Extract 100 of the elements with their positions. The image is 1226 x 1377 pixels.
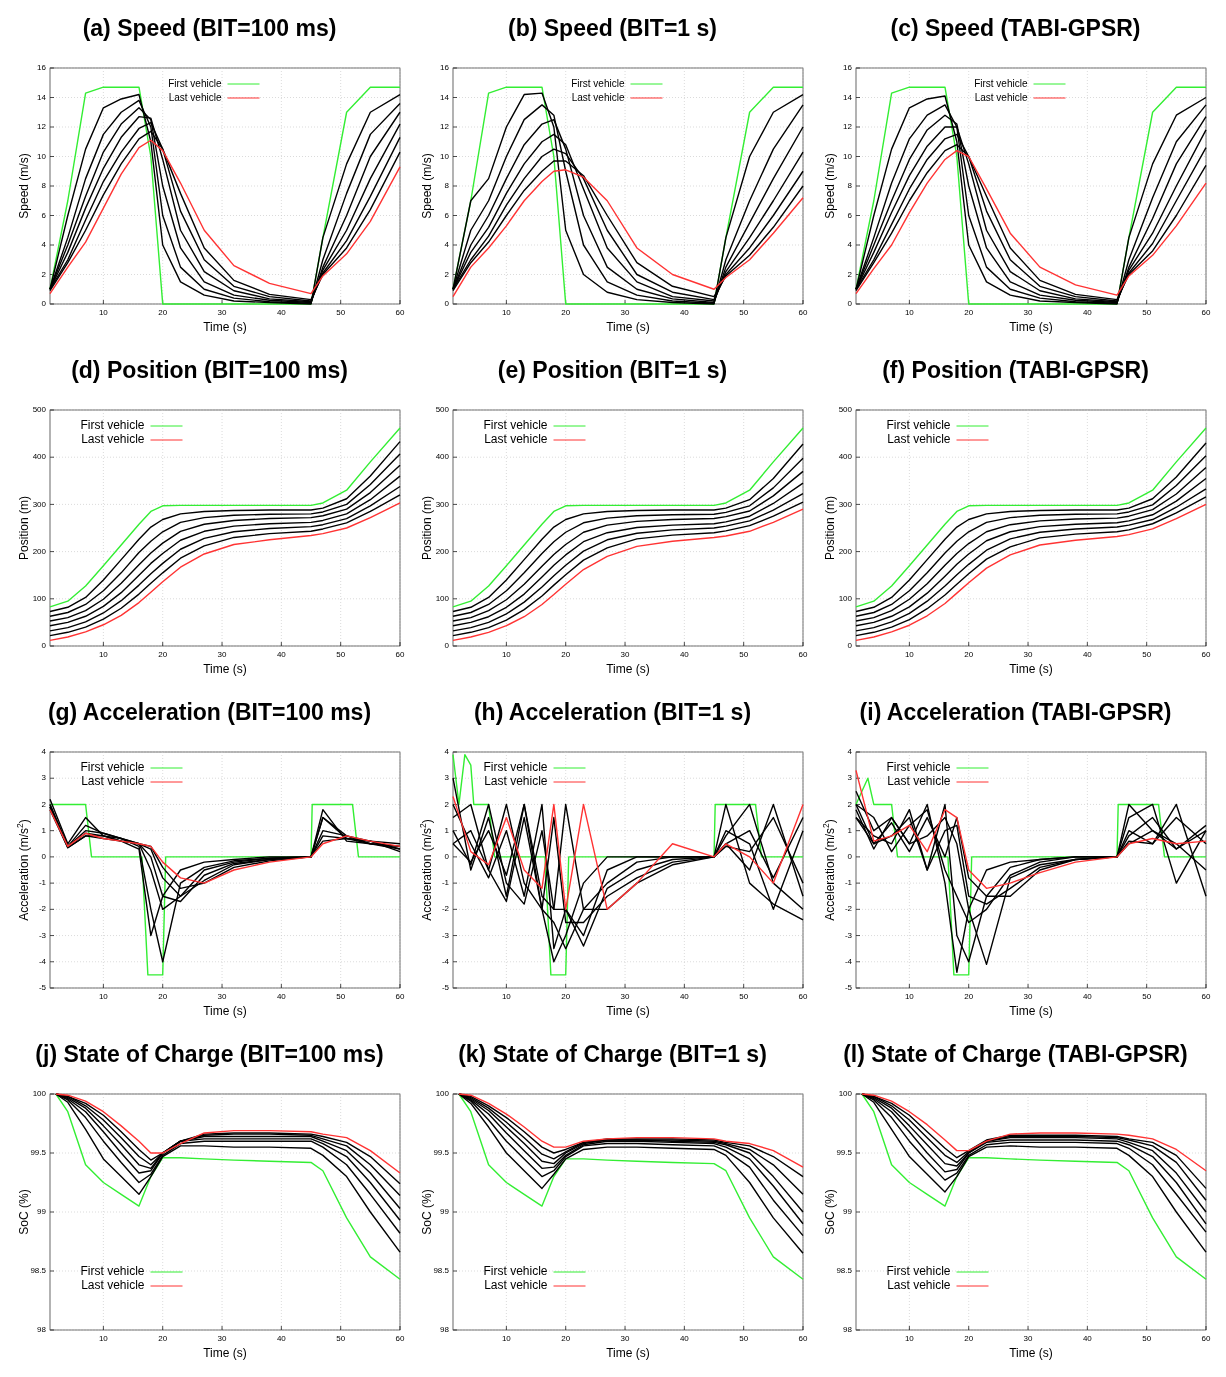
y-tick-label: 10 (843, 151, 853, 161)
x-tick-label: 20 (561, 308, 571, 317)
x-tick-label: 30 (217, 308, 228, 317)
x-tick-label: 40 (1082, 992, 1093, 1001)
x-axis-title: Time (s) (606, 1346, 650, 1360)
x-tick-label: 10 (904, 992, 915, 1001)
x-tick-label: 50 (336, 308, 346, 317)
y-tick-label: 100 (32, 593, 47, 603)
x-tick-label: 40 (679, 650, 690, 659)
y-tick-label: 99.5 (433, 1148, 450, 1158)
chart-title: (l) State of Charge (TABI-GPSR) (843, 1041, 1188, 1067)
y-tick-label: 4 (847, 240, 853, 250)
y-tick-label: 100 (32, 1089, 47, 1099)
y-tick-label: 1 (444, 825, 450, 835)
x-tick-label: 60 (798, 1334, 808, 1343)
x-tick-label: 40 (276, 1334, 287, 1343)
y-tick-label: 400 (435, 452, 450, 462)
y-tick-label: 14 (843, 92, 853, 102)
y-tick-label: 0 (847, 852, 853, 861)
legend-label: Last vehicle (887, 432, 951, 447)
legend-label: Last vehicle (484, 432, 548, 447)
x-axis-title: Time (s) (1009, 1346, 1053, 1360)
y-tick-label: -3 (844, 930, 853, 940)
legend-label: Last vehicle (81, 774, 145, 789)
y-tick-label: 14 (37, 92, 47, 102)
legend-label: First vehicle (483, 760, 548, 775)
legend-label: First vehicle (974, 77, 1028, 89)
x-tick-label: 30 (217, 992, 228, 1001)
x-tick-label: 10 (904, 308, 915, 317)
y-tick-label: 4 (41, 747, 47, 757)
legend-label: First vehicle (483, 418, 548, 433)
y-tick-label: 16 (440, 63, 450, 73)
y-tick-label: 3 (847, 773, 853, 783)
y-tick-label: 4 (444, 747, 450, 757)
chart-title: (b) Speed (BIT=1 s) (508, 15, 717, 41)
y-axis-title: Position (m) (420, 495, 434, 561)
x-tick-label: 50 (1142, 992, 1152, 1001)
y-tick-label: 8 (41, 181, 47, 191)
x-tick-label: 40 (679, 992, 690, 1001)
chart-title: (e) Position (BIT=1 s) (497, 357, 728, 383)
chart-title: (h) Acceleration (BIT=1 s) (473, 699, 752, 725)
x-tick-label: 10 (904, 650, 915, 659)
x-axis-title: Time (s) (606, 320, 650, 334)
x-tick-label: 40 (1082, 1334, 1093, 1343)
y-tick-label: -2 (441, 904, 450, 914)
legend-label: Last vehicle (81, 432, 145, 447)
x-axis-title: Time (s) (1009, 320, 1053, 334)
y-axis-title: Speed (m/s) (823, 153, 837, 219)
legend-label: First vehicle (886, 1264, 951, 1279)
x-tick-label: 10 (98, 308, 109, 317)
y-tick-label: 6 (444, 210, 450, 220)
y-tick-label: 2 (847, 269, 853, 279)
x-tick-label: 30 (620, 1334, 631, 1343)
chart-title: (d) Position (BIT=100 ms) (71, 357, 348, 383)
y-tick-label: 500 (435, 405, 450, 415)
y-tick-label: 2 (444, 799, 450, 809)
x-tick-label: 60 (1201, 992, 1211, 1001)
y-tick-label: 8 (847, 181, 853, 191)
x-tick-label: 20 (561, 992, 571, 1001)
y-tick-label: 0 (444, 852, 450, 861)
legend-label: First vehicle (886, 418, 951, 433)
y-tick-label: 98 (440, 1325, 450, 1335)
y-tick-label: 0 (41, 299, 47, 309)
x-tick-label: 10 (501, 308, 512, 317)
y-tick-label: 100 (435, 593, 450, 603)
x-tick-label: 20 (158, 1334, 168, 1343)
y-tick-label: 1 (847, 825, 853, 835)
y-tick-label: 8 (444, 181, 450, 191)
x-tick-label: 20 (964, 650, 974, 659)
y-tick-label: -5 (844, 983, 853, 993)
legend-label: Last vehicle (81, 1278, 145, 1293)
y-tick-label: -5 (441, 983, 450, 993)
x-tick-label: 20 (158, 308, 168, 317)
x-tick-label: 60 (798, 992, 808, 1001)
y-tick-label: 10 (37, 151, 47, 161)
x-tick-label: 50 (1142, 1334, 1152, 1343)
y-tick-label: -3 (38, 930, 47, 940)
y-tick-label: 200 (838, 546, 853, 556)
x-axis-title: Time (s) (606, 662, 650, 676)
legend-label: Last vehicle (571, 91, 625, 103)
y-tick-label: 500 (32, 405, 47, 415)
y-tick-label: 10 (440, 151, 450, 161)
x-tick-label: 50 (336, 650, 346, 659)
y-tick-label: 98.5 (433, 1266, 450, 1276)
y-tick-label: 200 (32, 546, 47, 556)
y-tick-label: 16 (843, 63, 853, 73)
x-axis-title: Time (s) (1009, 662, 1053, 676)
x-tick-label: 30 (1023, 1334, 1034, 1343)
chart-title: (f) Position (TABI-GPSR) (882, 357, 1149, 383)
x-tick-label: 50 (336, 992, 346, 1001)
y-tick-label: 100 (838, 593, 853, 603)
x-axis-title: Time (s) (1009, 1004, 1053, 1018)
x-tick-label: 20 (158, 650, 168, 659)
legend-label: Last vehicle (974, 91, 1028, 103)
x-tick-label: 10 (98, 992, 109, 1001)
y-tick-label: -4 (38, 956, 47, 966)
chart-title: (k) State of Charge (BIT=1 s) (458, 1041, 767, 1067)
x-tick-label: 60 (395, 650, 405, 659)
x-tick-label: 20 (964, 308, 974, 317)
y-tick-label: -2 (844, 904, 853, 914)
